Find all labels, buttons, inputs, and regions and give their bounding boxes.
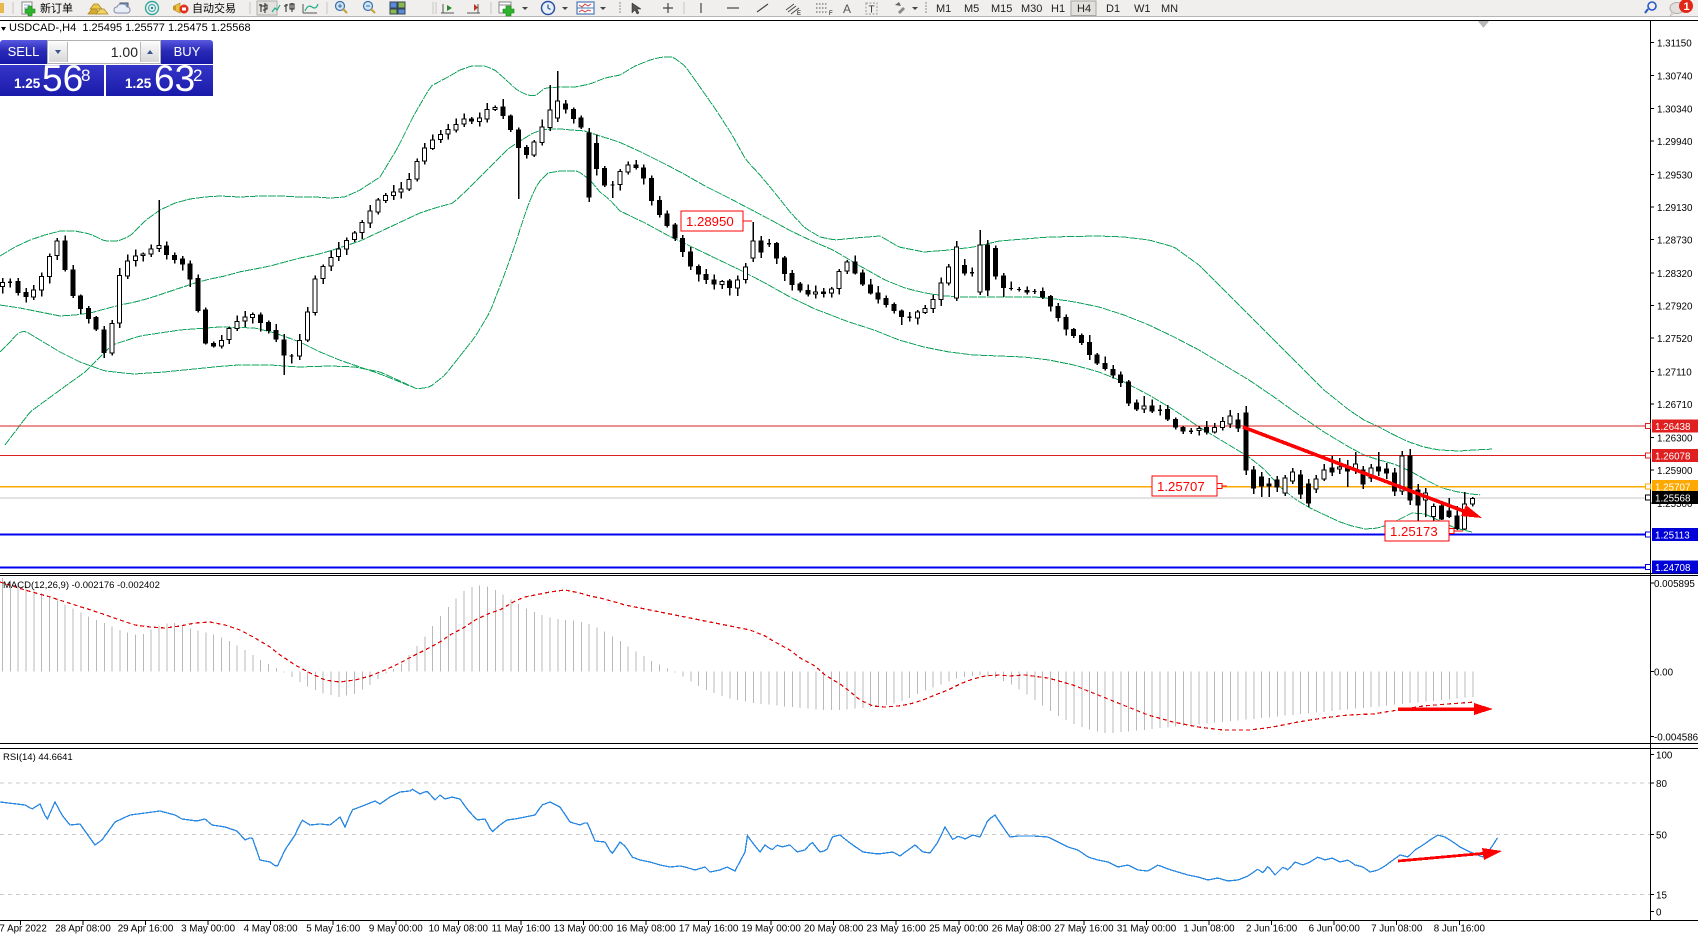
- svg-text:F: F: [829, 11, 833, 17]
- svg-text:17 May 16:00: 17 May 16:00: [679, 924, 739, 935]
- svg-text:USDCAD-,H4 1.25495 1.25577 1.: USDCAD-,H4 1.25495 1.25577 1.25475 1.255…: [9, 22, 251, 34]
- svg-text:1.26300: 1.26300: [1657, 434, 1693, 445]
- svg-text:1: 1: [1684, 1, 1690, 13]
- svg-text:20 May 08:00: 20 May 08:00: [804, 924, 864, 935]
- svg-text:11 May 16:00: 11 May 16:00: [492, 924, 551, 935]
- svg-text:15: 15: [1656, 891, 1667, 902]
- svg-text:H1: H1: [1051, 3, 1065, 15]
- svg-text:7 Jun 08:00: 7 Jun 08:00: [1371, 924, 1423, 935]
- svg-text:31 May 00:00: 31 May 00:00: [1117, 924, 1177, 935]
- svg-text:0.00: 0.00: [1654, 668, 1674, 679]
- svg-text:29 Apr 16:00: 29 Apr 16:00: [118, 924, 174, 935]
- svg-text:1.25707: 1.25707: [1157, 479, 1205, 494]
- svg-text:D1: D1: [1106, 3, 1120, 15]
- svg-text:MACD(12,26,9) -0.002176 -0.002: MACD(12,26,9) -0.002176 -0.002402: [3, 580, 160, 591]
- svg-text:26 May 08:00: 26 May 08:00: [992, 924, 1052, 935]
- svg-text:M15: M15: [991, 3, 1012, 15]
- svg-text:27 May 16:00: 27 May 16:00: [1054, 924, 1114, 935]
- svg-text:M30: M30: [1021, 3, 1042, 15]
- svg-text:16 May 08:00: 16 May 08:00: [616, 924, 676, 935]
- svg-text:新订单: 新订单: [40, 1, 73, 15]
- svg-text:1.27920: 1.27920: [1657, 302, 1693, 313]
- svg-text:4 May 08:00: 4 May 08:00: [244, 924, 298, 935]
- svg-text:27 Apr 2022: 27 Apr 2022: [0, 924, 47, 935]
- svg-text:23 May 16:00: 23 May 16:00: [867, 924, 927, 935]
- svg-text:E: E: [797, 11, 801, 17]
- svg-text:1.29940: 1.29940: [1657, 137, 1693, 148]
- svg-text:1.29530: 1.29530: [1657, 170, 1693, 181]
- svg-text:50: 50: [1656, 831, 1667, 842]
- svg-text:1.25707: 1.25707: [1655, 482, 1690, 493]
- svg-text:M5: M5: [964, 3, 979, 15]
- svg-text:0.005895: 0.005895: [1654, 579, 1695, 590]
- svg-text:13 May 00:00: 13 May 00:00: [554, 924, 614, 935]
- svg-text:1.28320: 1.28320: [1657, 269, 1693, 280]
- svg-text:1.25173: 1.25173: [1390, 524, 1438, 539]
- svg-text:H4: H4: [1077, 3, 1091, 15]
- svg-text:1.24708: 1.24708: [1655, 563, 1691, 574]
- svg-text:1.25568: 1.25568: [1655, 493, 1691, 504]
- svg-text:19 May 00:00: 19 May 00:00: [741, 924, 801, 935]
- svg-text:1.25900: 1.25900: [1657, 466, 1693, 477]
- svg-text:1.27110: 1.27110: [1657, 368, 1692, 379]
- svg-text:1.26710: 1.26710: [1657, 400, 1693, 411]
- svg-text:1.25113: 1.25113: [1655, 530, 1690, 541]
- svg-text:1.26438: 1.26438: [1655, 422, 1691, 433]
- svg-text:1.28950: 1.28950: [686, 214, 734, 229]
- svg-text:8 Jun 16:00: 8 Jun 16:00: [1434, 924, 1486, 935]
- svg-text:1.31150: 1.31150: [1657, 38, 1692, 49]
- svg-text:M1: M1: [936, 3, 951, 15]
- svg-text:1.29130: 1.29130: [1657, 203, 1693, 214]
- svg-text:10 May 08:00: 10 May 08:00: [429, 924, 489, 935]
- svg-text:1.28730: 1.28730: [1657, 236, 1693, 247]
- svg-text:1.30740: 1.30740: [1657, 72, 1693, 83]
- svg-text:RSI(14) 44.6641: RSI(14) 44.6641: [3, 752, 73, 763]
- svg-text:100: 100: [1656, 751, 1673, 762]
- svg-text:A: A: [843, 2, 851, 16]
- svg-text:-0.004586: -0.004586: [1654, 733, 1698, 744]
- svg-text:自动交易: 自动交易: [192, 1, 236, 15]
- svg-text:T: T: [869, 5, 875, 16]
- svg-text:1 Jun 08:00: 1 Jun 08:00: [1183, 924, 1235, 935]
- svg-text:5 May 16:00: 5 May 16:00: [306, 924, 360, 935]
- svg-text:1.27520: 1.27520: [1657, 334, 1693, 345]
- svg-text:6 Jun 00:00: 6 Jun 00:00: [1309, 924, 1361, 935]
- svg-text:80: 80: [1656, 779, 1667, 790]
- svg-text:1.30340: 1.30340: [1657, 104, 1693, 115]
- svg-text:0: 0: [1656, 908, 1662, 919]
- svg-text:28 Apr 08:00: 28 Apr 08:00: [55, 924, 111, 935]
- svg-text:2 Jun 16:00: 2 Jun 16:00: [1246, 924, 1298, 935]
- svg-text:W1: W1: [1134, 3, 1151, 15]
- svg-text:1.26078: 1.26078: [1655, 451, 1691, 462]
- svg-text:MN: MN: [1161, 3, 1178, 15]
- svg-text:1.25500: 1.25500: [1657, 499, 1693, 510]
- svg-text:3 May 00:00: 3 May 00:00: [181, 924, 235, 935]
- svg-text:9 May 00:00: 9 May 00:00: [369, 924, 423, 935]
- svg-text:25 May 00:00: 25 May 00:00: [929, 924, 989, 935]
